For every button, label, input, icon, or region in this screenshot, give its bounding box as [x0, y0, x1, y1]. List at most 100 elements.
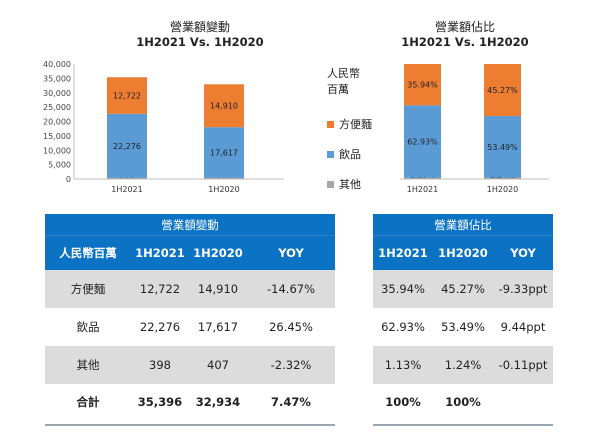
legend-label-others: 其他	[339, 178, 361, 191]
bar-segment-others	[484, 177, 521, 179]
data-label: 62.93%	[407, 138, 438, 147]
table-header-row: 1H2021 1H2020 YOY	[373, 236, 553, 270]
cell: 7.47%	[247, 384, 335, 420]
cell: 35.94%	[373, 270, 433, 308]
y-tick-label: 40,000	[43, 60, 71, 69]
row-label: 合計	[45, 384, 131, 420]
table-total-row: 合計 35,396 32,934 7.47%	[45, 384, 335, 420]
cell: -14.67%	[247, 270, 335, 308]
chart-2-subtitle: 1H2021 Vs. 1H2020	[401, 35, 529, 49]
header-1h2021: 1H2021	[131, 236, 189, 270]
header-1h2020: 1H2020	[433, 236, 493, 270]
table-right-bottom-rule	[373, 424, 553, 426]
y-tick-label: 0	[66, 175, 71, 184]
header-unit: 人民幣百萬	[45, 236, 131, 270]
bar-segment-others	[107, 177, 147, 179]
cell: 398	[131, 346, 189, 384]
cell: 17,617	[189, 308, 247, 346]
legend-swatch-beverages	[327, 150, 334, 158]
legend-label-beverages: 飲品	[339, 148, 361, 161]
row-label: 方便麵	[45, 270, 131, 308]
chart-1-title-block: 營業額變動 1H2021 Vs. 1H2020	[120, 20, 280, 50]
bar-segment-noodles	[484, 64, 521, 117]
cell: -2.32%	[247, 346, 335, 384]
revenue-share-table: 營業額佔比 1H2021 1H2020 YOY 35.94% 45.27% -9…	[373, 214, 553, 420]
legend-unit: 人民幣 百萬	[327, 67, 360, 96]
bar-segment-noodles	[107, 77, 147, 114]
table-row: 方便麵 12,722 14,910 -14.67%	[45, 270, 335, 308]
data-label: 17,617	[210, 149, 238, 158]
bar-segment-others	[204, 177, 244, 179]
row-label: 飲品	[45, 308, 131, 346]
cell: 35,396	[131, 384, 189, 420]
header-1h2021: 1H2021	[373, 236, 433, 270]
y-tick-label: 10,000	[43, 146, 71, 155]
y-tick-label: 30,000	[43, 89, 71, 98]
cell: -0.11ppt	[493, 346, 553, 384]
chart-1-subtitle: 1H2021 Vs. 1H2020	[136, 35, 264, 49]
chart-2-title: 營業額佔比	[434, 20, 495, 34]
table-total-row: 100% 100%	[373, 384, 553, 420]
cell: 26.45%	[247, 308, 335, 346]
bar-segment-noodles	[404, 64, 441, 106]
table-title-row: 營業額變動	[45, 214, 335, 235]
x-tick-label: 1H2020	[487, 185, 518, 194]
data-label: 35.94%	[407, 81, 438, 90]
legend-item-beverages: 飲品	[327, 146, 417, 162]
data-label: 53.49%	[487, 143, 518, 152]
table-left-title: 營業額變動	[45, 214, 335, 235]
cell: 12,722	[131, 270, 189, 308]
legend-swatch-noodles	[327, 120, 334, 128]
cell: 1.24%	[433, 346, 493, 384]
cell: 100%	[433, 384, 493, 420]
bar-segment-noodles	[204, 84, 244, 128]
cell: 62.93%	[373, 308, 433, 346]
cell: 14,910	[189, 270, 247, 308]
table-header-row: 人民幣百萬 1H2021 1H2020 YOY	[45, 236, 335, 270]
cell: 22,276	[131, 308, 189, 346]
legend-label-noodles: 方便麵	[339, 118, 372, 131]
cell	[493, 384, 553, 420]
bar-segment-beverages	[404, 105, 441, 178]
table-row: 62.93% 53.49% 9.44ppt	[373, 308, 553, 346]
row-label: 其他	[45, 346, 131, 384]
table-right-title: 營業額佔比	[373, 214, 553, 235]
chart-1-title: 營業額變動	[169, 20, 230, 34]
chart-legend: 人民幣 百萬 方便麵 飲品 其他	[327, 66, 417, 206]
chart-2-title-block: 營業額佔比 1H2021 Vs. 1H2020	[385, 20, 545, 50]
bar-segment-others	[404, 177, 441, 179]
y-tick-label: 15,000	[43, 132, 71, 141]
x-tick-label: 1H2021	[111, 185, 142, 194]
y-tick-label: 5,000	[48, 161, 71, 170]
bar-segment-beverages	[484, 116, 521, 178]
data-label: 22,276	[113, 142, 141, 151]
y-tick-label: 20,000	[43, 118, 71, 127]
cell: 407	[189, 346, 247, 384]
table-row: 飲品 22,276 17,617 26.45%	[45, 308, 335, 346]
legend-item-others: 其他	[327, 176, 417, 192]
data-label: 45.27%	[487, 86, 518, 95]
revenue-change-table: 營業額變動 人民幣百萬 1H2021 1H2020 YOY 方便麵 12,722…	[45, 214, 335, 420]
header-yoy: YOY	[247, 236, 335, 270]
data-label: 14,910	[210, 102, 238, 111]
revenue-change-chart: 0 5,000 10,000 15,000 20,000 25,000 30,000 35,0…	[43, 60, 284, 194]
legend-swatch-others	[327, 180, 334, 188]
cell: 53.49%	[433, 308, 493, 346]
header-yoy: YOY	[493, 236, 553, 270]
table-left-bottom-rule	[45, 424, 335, 426]
data-label: 12,722	[113, 92, 141, 101]
table-row: 其他 398 407 -2.32%	[45, 346, 335, 384]
header-1h2020: 1H2020	[189, 236, 247, 270]
cell: 1.13%	[373, 346, 433, 384]
y-tick-label: 25,000	[43, 103, 71, 112]
table-row: 35.94% 45.27% -9.33ppt	[373, 270, 553, 308]
cell: 45.27%	[433, 270, 493, 308]
bar-segment-beverages	[204, 127, 244, 178]
cell: -9.33ppt	[493, 270, 553, 308]
x-tick-label: 1H2021	[407, 185, 438, 194]
cell: 100%	[373, 384, 433, 420]
legend-item-noodles: 方便麵	[327, 116, 417, 132]
cell: 9.44ppt	[493, 308, 553, 346]
table-title-row: 營業額佔比	[373, 214, 553, 235]
bar-segment-beverages	[107, 113, 147, 178]
